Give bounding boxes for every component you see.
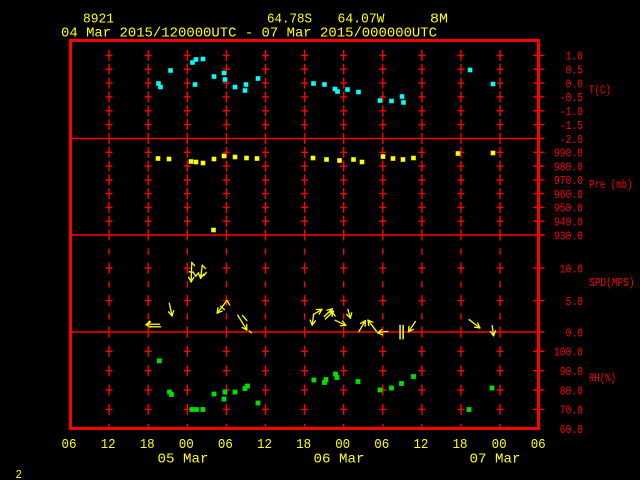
svg-text:0.0: 0.0 [566, 77, 583, 91]
svg-text:-0.5: -0.5 [560, 91, 583, 105]
svg-text:960.0: 960.0 [554, 188, 583, 202]
svg-text:940.0: 940.0 [554, 216, 583, 230]
svg-text:70.0: 70.0 [560, 404, 583, 418]
svg-text:2: 2 [16, 468, 23, 480]
svg-text:990.0: 990.0 [554, 147, 583, 161]
svg-text:07 Mar: 07 Mar [470, 451, 521, 467]
svg-text:90.0: 90.0 [560, 365, 583, 379]
svg-text:970.0: 970.0 [554, 174, 583, 188]
svg-text:64.07W: 64.07W [338, 12, 386, 28]
svg-text:-1.5: -1.5 [560, 119, 583, 133]
svg-text:12: 12 [413, 437, 428, 453]
svg-text:SPD(MPS): SPD(MPS) [589, 276, 635, 290]
svg-text:06: 06 [62, 437, 77, 453]
svg-text:04 Mar 2015/120000UTC - 07 Mar: 04 Mar 2015/120000UTC - 07 Mar 2015/0000… [61, 26, 437, 42]
svg-text:05 Mar: 05 Mar [158, 451, 209, 467]
svg-text:0.5: 0.5 [566, 64, 583, 78]
svg-text:60.0: 60.0 [560, 423, 583, 437]
svg-text:00: 00 [179, 437, 194, 453]
svg-text:930.0: 930.0 [554, 229, 583, 243]
svg-text:06: 06 [374, 437, 389, 453]
svg-text:RH(%): RH(%) [589, 372, 616, 386]
svg-text:8M: 8M [430, 12, 448, 28]
svg-text:5.0: 5.0 [566, 295, 583, 309]
svg-text:64.78S: 64.78S [267, 12, 312, 28]
svg-text:950.0: 950.0 [554, 202, 583, 216]
svg-text:18: 18 [296, 437, 311, 453]
svg-text:-1.0: -1.0 [560, 105, 583, 119]
svg-text:18: 18 [453, 437, 468, 453]
svg-text:00: 00 [492, 437, 507, 453]
svg-text:100.0: 100.0 [554, 346, 583, 360]
svg-text:-2.0: -2.0 [560, 133, 583, 147]
svg-text:12: 12 [257, 437, 272, 453]
svg-text:980.0: 980.0 [554, 160, 583, 174]
svg-text:12: 12 [101, 437, 116, 453]
svg-text:06: 06 [531, 437, 546, 453]
svg-text:T(C): T(C) [589, 83, 611, 97]
svg-text:1.0: 1.0 [566, 50, 583, 64]
svg-text:8921: 8921 [83, 12, 114, 28]
svg-text:10.0: 10.0 [560, 262, 583, 276]
svg-text:0.0: 0.0 [566, 326, 583, 340]
svg-text:Pre (mb): Pre (mb) [589, 178, 633, 192]
svg-text:00: 00 [335, 437, 350, 453]
svg-text:06 Mar: 06 Mar [314, 451, 365, 467]
svg-text:18: 18 [140, 437, 155, 453]
svg-text:06: 06 [218, 437, 233, 453]
svg-text:80.0: 80.0 [560, 384, 583, 398]
